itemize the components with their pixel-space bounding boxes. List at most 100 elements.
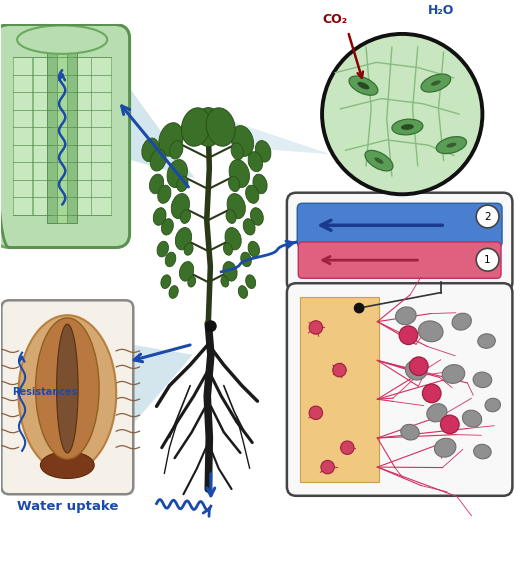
Bar [33,57,52,215]
Ellipse shape [238,285,248,298]
Ellipse shape [180,210,190,224]
FancyBboxPatch shape [287,283,512,496]
Bar [301,297,379,482]
Circle shape [355,303,364,312]
Circle shape [309,406,322,419]
Bar [72,57,91,215]
Ellipse shape [159,123,183,156]
Bar [14,57,32,215]
Ellipse shape [157,241,168,257]
Bar [47,49,77,223]
Ellipse shape [396,307,416,325]
Ellipse shape [401,424,419,440]
Ellipse shape [243,219,255,235]
Bar [92,57,111,215]
Ellipse shape [418,321,443,342]
Ellipse shape [452,313,471,330]
Ellipse shape [161,275,171,288]
Ellipse shape [231,126,254,156]
Bar [57,49,68,223]
Circle shape [476,205,499,228]
Ellipse shape [374,157,384,164]
Polygon shape [115,68,196,179]
Ellipse shape [225,228,241,250]
Ellipse shape [357,82,369,89]
Ellipse shape [224,243,232,255]
Ellipse shape [227,193,245,219]
Ellipse shape [170,140,183,159]
Ellipse shape [35,318,99,459]
Ellipse shape [436,137,466,153]
Ellipse shape [153,208,166,225]
Ellipse shape [474,445,491,459]
FancyBboxPatch shape [0,25,129,247]
Ellipse shape [158,185,171,203]
Text: Water uptake: Water uptake [17,500,118,513]
Ellipse shape [251,208,263,225]
FancyBboxPatch shape [297,203,502,247]
Ellipse shape [179,261,193,281]
FancyBboxPatch shape [287,193,512,292]
Ellipse shape [349,76,378,96]
Ellipse shape [231,143,243,160]
Ellipse shape [442,365,465,383]
Text: CO₂: CO₂ [322,12,347,25]
Ellipse shape [150,149,166,171]
Ellipse shape [142,138,159,161]
Text: Resistances: Resistances [12,387,77,397]
Circle shape [321,460,334,474]
Ellipse shape [162,219,173,235]
Ellipse shape [401,124,414,130]
Ellipse shape [241,252,251,267]
Ellipse shape [221,277,229,287]
Ellipse shape [473,372,492,388]
Ellipse shape [248,152,263,171]
Ellipse shape [18,315,116,472]
Ellipse shape [57,324,78,453]
Circle shape [476,248,499,271]
Ellipse shape [248,241,259,257]
Ellipse shape [177,176,188,192]
Ellipse shape [223,261,237,281]
Ellipse shape [406,360,427,380]
Ellipse shape [181,108,211,146]
Ellipse shape [478,334,496,348]
Text: H₂O: H₂O [428,4,454,17]
Ellipse shape [246,275,256,288]
Ellipse shape [226,210,236,224]
Ellipse shape [228,176,240,192]
Polygon shape [125,344,193,433]
Circle shape [206,321,216,332]
Ellipse shape [188,277,196,287]
Circle shape [440,415,459,434]
Circle shape [341,441,354,455]
Ellipse shape [462,410,482,427]
Ellipse shape [17,25,107,54]
Text: 1: 1 [484,255,491,265]
Text: 2: 2 [484,211,491,221]
Ellipse shape [421,74,451,92]
Ellipse shape [253,174,267,194]
Ellipse shape [427,404,447,422]
Ellipse shape [41,452,94,478]
Circle shape [422,384,441,403]
FancyBboxPatch shape [298,242,501,278]
Ellipse shape [165,252,176,267]
Ellipse shape [206,108,235,146]
Ellipse shape [169,285,178,298]
Ellipse shape [171,193,189,219]
Ellipse shape [431,80,441,85]
Ellipse shape [365,151,393,171]
Ellipse shape [392,119,423,135]
Ellipse shape [184,243,193,255]
Ellipse shape [167,160,187,188]
Ellipse shape [194,108,223,147]
Circle shape [399,326,418,345]
Ellipse shape [434,438,456,457]
Circle shape [309,321,322,334]
Circle shape [322,34,483,194]
Polygon shape [218,117,330,154]
Ellipse shape [175,228,191,250]
Ellipse shape [245,185,259,203]
Circle shape [333,364,346,377]
